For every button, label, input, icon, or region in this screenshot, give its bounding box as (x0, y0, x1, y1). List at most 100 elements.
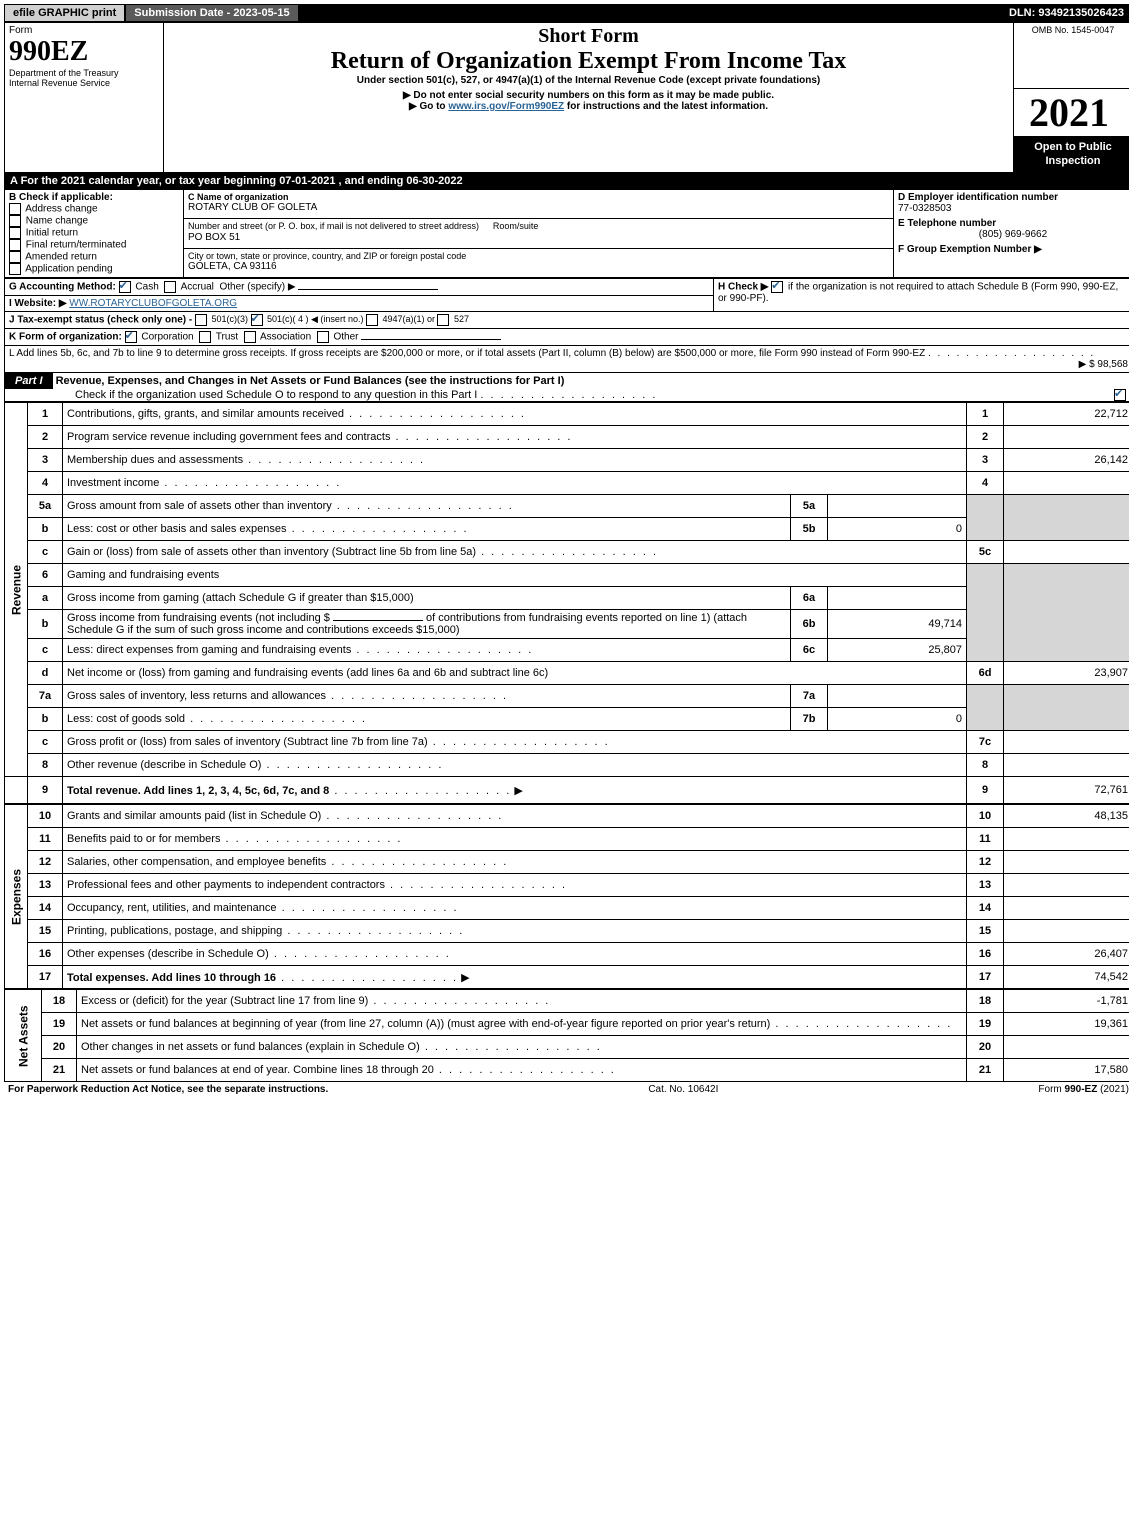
checkbox-application-pending[interactable] (9, 263, 21, 275)
line-3-num: 3 (28, 449, 63, 472)
checkbox-527[interactable] (437, 314, 449, 326)
top-bar: efile GRAPHIC print Submission Date - 20… (4, 4, 1129, 22)
line-20-ln: 20 (967, 1036, 1004, 1059)
line-7a-text: Gross sales of inventory, less returns a… (67, 690, 326, 702)
line-19-amt: 19,361 (1004, 1013, 1129, 1036)
opt-address-change: Address change (25, 204, 97, 215)
checkbox-501c3[interactable] (195, 314, 207, 326)
arrow-icon: ▶ (461, 972, 469, 984)
main-title: Return of Organization Exempt From Incom… (168, 48, 1009, 75)
line-16-amt: 26,407 (1004, 943, 1129, 966)
form-word: Form (9, 25, 159, 36)
line-7b-mid: 7b (791, 708, 828, 731)
line-6d-num: d (28, 662, 63, 685)
website-link[interactable]: WW.ROTARYCLUBOFGOLETA.ORG (69, 298, 237, 309)
line-7a-mid: 7a (791, 685, 828, 708)
irs-link[interactable]: www.irs.gov/Form990EZ (448, 101, 564, 112)
part-i-header: Part I Revenue, Expenses, and Changes in… (4, 373, 1129, 402)
other-org-input[interactable] (361, 339, 501, 340)
line-8-text: Other revenue (describe in Schedule O) (67, 759, 261, 771)
line-16-ln: 16 (967, 943, 1004, 966)
line-20-num: 20 (42, 1036, 77, 1059)
checkbox-amended-return[interactable] (9, 251, 21, 263)
checkbox-trust[interactable] (199, 331, 211, 343)
line-7b-text: Less: cost of goods sold (67, 713, 185, 725)
line-6-text: Gaming and fundraising events (63, 564, 967, 587)
line-14-ln: 14 (967, 897, 1004, 920)
subtitle: Under section 501(c), 527, or 4947(a)(1)… (168, 75, 1009, 86)
checkbox-schedule-b[interactable] (771, 281, 783, 293)
checkbox-4947[interactable] (366, 314, 378, 326)
checkbox-other-org[interactable] (317, 331, 329, 343)
checkbox-association[interactable] (244, 331, 256, 343)
line-6c-midamt: 25,807 (828, 639, 967, 662)
line-5a-midamt (828, 495, 967, 518)
line-18-amt: -1,781 (1004, 990, 1129, 1013)
line-13-num: 13 (28, 874, 63, 897)
line-6b-blank[interactable] (333, 620, 423, 621)
section-l-text: L Add lines 5b, 6c, and 7b to line 9 to … (9, 348, 925, 359)
section-j-label: J Tax-exempt status (check only one) - (9, 314, 192, 325)
checkbox-cash[interactable] (119, 281, 131, 293)
city-value: GOLETA, CA 93116 (188, 261, 889, 272)
omb-number: OMB No. 1545-0047 (1018, 25, 1128, 35)
dept-label: Department of the Treasury (9, 68, 159, 78)
line-14-amt (1004, 897, 1129, 920)
footer-center: Cat. No. 10642I (648, 1084, 718, 1095)
checkbox-initial-return[interactable] (9, 227, 21, 239)
footer-right: Form 990-EZ (2021) (1038, 1084, 1129, 1095)
checkbox-501c[interactable] (251, 314, 263, 326)
line-5b-midamt: 0 (828, 518, 967, 541)
opt-accrual: Accrual (181, 282, 214, 293)
line-6a-midamt (828, 587, 967, 610)
line-10-amt: 48,135 (1004, 805, 1129, 828)
line-6a-num: a (28, 587, 63, 610)
line-21-text: Net assets or fund balances at end of ye… (81, 1064, 434, 1076)
dots (928, 348, 1095, 359)
opt-amended-return: Amended return (25, 252, 97, 263)
line-20-text: Other changes in net assets or fund bala… (81, 1041, 420, 1053)
short-form-title: Short Form (168, 25, 1009, 48)
line-14-text: Occupancy, rent, utilities, and maintena… (67, 902, 277, 914)
line-6c-text: Less: direct expenses from gaming and fu… (67, 644, 351, 656)
line-1-ln: 1 (967, 403, 1004, 426)
line-18-num: 18 (42, 990, 77, 1013)
line-5b-mid: 5b (791, 518, 828, 541)
line-7b-midamt: 0 (828, 708, 967, 731)
line-7c-text: Gross profit or (loss) from sales of inv… (67, 736, 428, 748)
opt-other-specify: Other (specify) ▶ (219, 282, 295, 293)
checkbox-name-change[interactable] (9, 215, 21, 227)
line-7b-num: b (28, 708, 63, 731)
expenses-side-label: Expenses (5, 805, 28, 989)
section-e-label: E Telephone number (898, 218, 1128, 229)
line-8-num: 8 (28, 754, 63, 777)
opt-cash: Cash (135, 282, 158, 293)
line-6a-text: Gross income from gaming (attach Schedul… (63, 587, 791, 610)
line-8-ln: 8 (967, 754, 1004, 777)
line-6b-text1: Gross income from fundraising events (no… (67, 612, 330, 624)
checkbox-accrual[interactable] (164, 281, 176, 293)
line-16-text: Other expenses (describe in Schedule O) (67, 948, 269, 960)
line-6d-ln: 6d (967, 662, 1004, 685)
line-5b-text: Less: cost or other basis and sales expe… (67, 523, 287, 535)
opt-application-pending: Application pending (25, 264, 112, 275)
efile-label: efile GRAPHIC print (5, 5, 126, 21)
section-f-label: F Group Exemption Number ▶ (898, 244, 1128, 255)
dots (480, 389, 657, 401)
line-3-text: Membership dues and assessments (67, 454, 243, 466)
checkbox-schedule-o[interactable] (1114, 389, 1126, 401)
other-specify-input[interactable] (298, 289, 438, 290)
revenue-table: Revenue 1 Contributions, gifts, grants, … (4, 402, 1129, 804)
line-21-amt: 17,580 (1004, 1059, 1129, 1082)
section-c-label: C Name of organization (188, 192, 889, 202)
checkbox-final-return[interactable] (9, 239, 21, 251)
line-6c-num: c (28, 639, 63, 662)
arrow-icon: ▶ (514, 785, 522, 797)
checkbox-corporation[interactable] (125, 331, 137, 343)
section-g-label: G Accounting Method: (9, 282, 116, 293)
line-6b-num: b (28, 610, 63, 639)
line-13-text: Professional fees and other payments to … (67, 879, 385, 891)
line-5a-mid: 5a (791, 495, 828, 518)
checkbox-address-change[interactable] (9, 203, 21, 215)
line-10-num: 10 (28, 805, 63, 828)
